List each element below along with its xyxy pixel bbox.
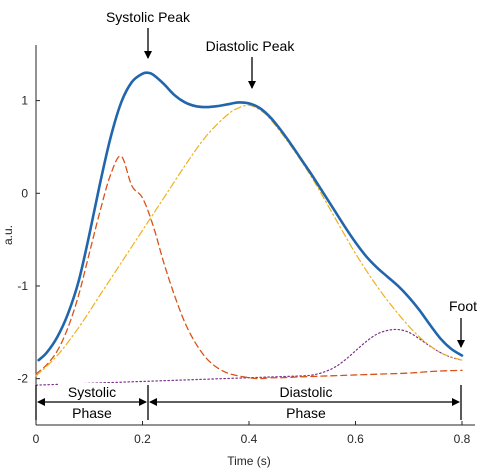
- systolic-phase-label-line1: Systolic: [68, 384, 116, 400]
- series-line-solid: [37, 71, 464, 362]
- diastolic-peak-annotation: Diastolic Peak: [206, 38, 296, 89]
- x-tick-label: 0.6: [347, 432, 364, 446]
- systolic-label-bg-2: [64, 404, 120, 421]
- x-tick-label: 0.4: [241, 432, 258, 446]
- series-line-dashdot: [35, 104, 463, 377]
- y-tick-label: 0: [21, 186, 28, 200]
- y-tick-label: -1: [17, 279, 28, 293]
- systolic-phase-label-line2: Phase: [72, 405, 112, 421]
- systolic-label-bg-1: [58, 383, 126, 400]
- diastolic-phase-label-line2: Phase: [286, 405, 326, 421]
- diastolic-label-bg-2: [278, 404, 334, 421]
- y-axis-title: a.u.: [1, 225, 15, 245]
- systolic-peak-label: Systolic Peak: [106, 9, 191, 25]
- diastolic-peak-label: Diastolic Peak: [206, 38, 296, 54]
- x-tick-label: 0.8: [454, 432, 471, 446]
- axes: [35, 45, 475, 426]
- y-tick-label: 1: [21, 94, 28, 108]
- diastolic-phase-label-line1: Diastolic: [280, 384, 333, 400]
- series-line-dotted: [35, 328, 463, 386]
- ticks: 0 0.2 0.4 0.6 0.8 -2 -1 0 1: [17, 94, 470, 446]
- diastolic-label-bg-1: [268, 383, 344, 400]
- systolic-peak-annotation: Systolic Peak: [106, 9, 191, 59]
- foot-label: Foot: [449, 298, 477, 314]
- series-layer: [35, 71, 464, 386]
- x-axis-title: Time (s): [227, 454, 271, 468]
- series-line-dashed: [35, 155, 463, 380]
- foot-annotation: Foot: [449, 298, 477, 348]
- x-tick-label: 0: [33, 432, 40, 446]
- y-tick-label: -2: [17, 372, 28, 386]
- phase-annotations: Systolic Phase Diastolic Phase: [35, 383, 462, 421]
- x-tick-label: 0.2: [134, 432, 151, 446]
